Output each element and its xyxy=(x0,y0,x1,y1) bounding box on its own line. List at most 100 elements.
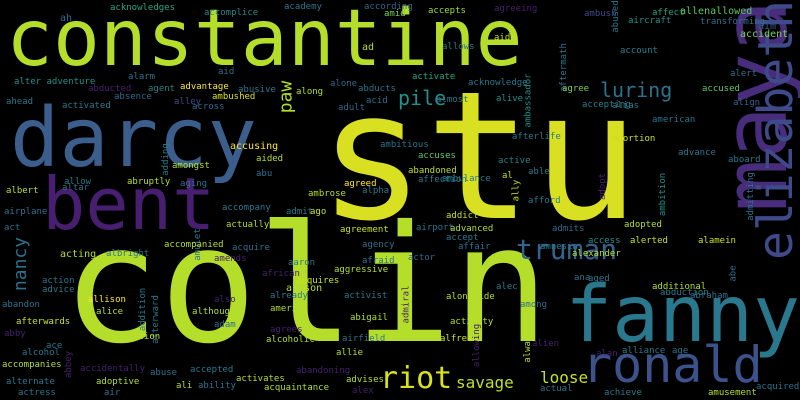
cloud-word: paw xyxy=(275,80,297,114)
cloud-word: alexander xyxy=(572,249,621,259)
cloud-word: ability xyxy=(198,381,236,391)
cloud-word: alex xyxy=(352,386,374,396)
cloud-word: amongst xyxy=(172,161,210,171)
cloud-word: transforming xyxy=(700,17,766,27)
cloud-word: pile xyxy=(398,86,447,110)
cloud-word: alec xyxy=(496,282,518,292)
cloud-word: darcy xyxy=(10,91,257,186)
cloud-word: constantine xyxy=(6,0,523,84)
cloud-word: afford xyxy=(528,196,561,206)
cloud-word: alternate xyxy=(6,377,55,387)
cloud-word: ambush xyxy=(584,9,617,19)
cloud-word: accused xyxy=(702,84,740,94)
cloud-word: alfred xyxy=(440,334,473,344)
cloud-word: advance xyxy=(678,148,716,158)
cloud-word: loose xyxy=(540,368,589,387)
cloud-word: abby xyxy=(4,329,26,339)
cloud-word: additional xyxy=(652,282,707,292)
cloud-word: abandoned xyxy=(408,166,457,176)
cloud-word: advice xyxy=(42,285,75,295)
cloud-word: absence xyxy=(114,92,152,102)
cloud-word: alliance xyxy=(622,346,666,356)
cloud-word: abigail xyxy=(350,313,388,323)
cloud-word: ambassador xyxy=(523,73,534,128)
cloud-word: accompany xyxy=(222,203,271,213)
cloud-word: albert xyxy=(6,186,39,196)
cloud-word: activity xyxy=(450,317,494,327)
cloud-word: aim xyxy=(758,21,777,32)
cloud-word: able xyxy=(528,167,550,177)
cloud-word: agreeing xyxy=(494,4,538,14)
cloud-word: abandon xyxy=(2,300,40,310)
cloud-word: accompanies xyxy=(2,360,62,370)
cloud-word: ambulance xyxy=(442,174,491,184)
cloud-word: across xyxy=(192,102,225,112)
cloud-word: access xyxy=(588,236,621,246)
cloud-word: abraham xyxy=(690,291,728,301)
cloud-word: advanced xyxy=(450,224,494,234)
cloud-word: alerted xyxy=(630,236,668,246)
cloud-word: adding xyxy=(160,143,171,176)
cloud-word: ad xyxy=(362,42,375,53)
cloud-word: abe xyxy=(728,265,739,282)
cloud-word: alongside xyxy=(446,292,495,302)
cloud-word: actress xyxy=(18,388,56,398)
cloud-word: aboard xyxy=(728,155,761,165)
cloud-word: accidentally xyxy=(80,364,146,374)
cloud-word: agrees xyxy=(270,325,303,335)
cloud-word: alter adventure xyxy=(14,77,96,87)
cloud-word: stu xyxy=(318,53,640,260)
cloud-word: abruptly xyxy=(127,177,171,187)
cloud-word: adopted xyxy=(624,220,662,230)
cloud-word: truman xyxy=(516,233,618,266)
cloud-word: abducted xyxy=(88,84,132,94)
cloud-word: active xyxy=(498,156,531,166)
cloud-word: ambushed xyxy=(212,92,256,102)
cloud-word: accusing xyxy=(230,141,279,152)
cloud-word: alley xyxy=(174,97,202,107)
cloud-word: ana xyxy=(574,273,591,283)
cloud-word: agency xyxy=(362,240,395,250)
cloud-word: affection xyxy=(418,175,467,185)
cloud-word: alert xyxy=(730,69,758,79)
cloud-word: acquired xyxy=(756,382,800,392)
cloud-word: accuses xyxy=(418,151,456,161)
cloud-word: abduction xyxy=(660,288,709,298)
cloud-word: alcohol xyxy=(22,348,60,358)
cloud-word: alpha xyxy=(362,186,390,196)
cloud-word: bent xyxy=(42,162,216,246)
cloud-word: activist xyxy=(344,291,388,301)
cloud-word: altar xyxy=(62,183,90,193)
cloud-word: allow xyxy=(64,177,92,187)
cloud-word: abandoning xyxy=(296,366,351,376)
cloud-word: addict xyxy=(446,211,479,221)
cloud-word: action xyxy=(42,276,75,286)
cloud-word: allenallowed xyxy=(680,6,753,17)
cloud-word: activate xyxy=(412,72,456,82)
cloud-word: account xyxy=(620,46,658,56)
cloud-word: african xyxy=(262,269,300,279)
cloud-word: acquire xyxy=(232,243,270,253)
cloud-word: adam xyxy=(214,320,236,330)
cloud-word: aid xyxy=(218,67,235,77)
cloud-word: alive xyxy=(496,94,524,104)
cloud-word: allowing xyxy=(472,323,483,368)
cloud-word: advises xyxy=(346,375,384,385)
cloud-word: alien xyxy=(532,339,560,349)
cloud-word: accepted xyxy=(190,365,234,375)
cloud-word: air xyxy=(104,388,121,398)
cloud-word: riot xyxy=(380,361,453,396)
cloud-word: ah xyxy=(60,13,73,24)
cloud-word: actual xyxy=(540,384,573,394)
cloud-word: ronald xyxy=(582,336,763,394)
cloud-word: actually xyxy=(226,220,270,230)
cloud-word: almost xyxy=(436,95,469,105)
cloud-word: fanny xyxy=(565,270,800,360)
cloud-word: abuse xyxy=(150,368,178,378)
cloud-word: accepting xyxy=(582,100,631,110)
cloud-word: amid xyxy=(384,9,406,19)
cloud-word: alias xyxy=(612,101,640,111)
cloud-word: savage xyxy=(456,373,514,392)
cloud-word: alan xyxy=(596,349,618,359)
